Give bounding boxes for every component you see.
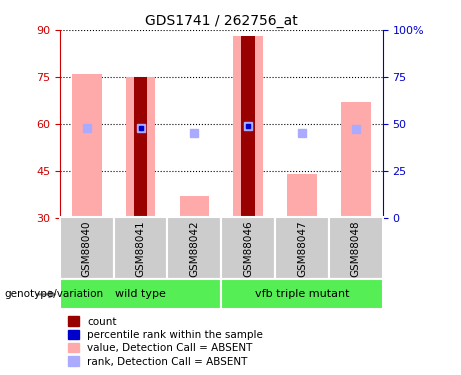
Bar: [287, 174, 317, 217]
Text: wild type: wild type: [115, 290, 166, 299]
Title: GDS1741 / 262756_at: GDS1741 / 262756_at: [145, 13, 298, 28]
Bar: [60, 279, 221, 309]
Text: genotype/variation: genotype/variation: [5, 290, 104, 299]
Bar: [329, 217, 383, 279]
Bar: [221, 217, 275, 279]
Bar: [114, 217, 167, 279]
Bar: [72, 74, 101, 217]
Bar: [167, 217, 221, 279]
Bar: [242, 36, 255, 218]
Bar: [221, 279, 383, 309]
Bar: [60, 217, 114, 279]
Bar: [180, 196, 209, 217]
Bar: [275, 217, 329, 279]
Text: GSM88048: GSM88048: [351, 220, 361, 277]
Bar: [134, 77, 148, 218]
Bar: [233, 36, 263, 218]
Text: GSM88041: GSM88041: [136, 220, 146, 277]
Bar: [126, 77, 155, 218]
Text: GSM88042: GSM88042: [189, 220, 200, 277]
Text: GSM88046: GSM88046: [243, 220, 253, 277]
Text: vfb triple mutant: vfb triple mutant: [255, 290, 349, 299]
Legend: count, percentile rank within the sample, value, Detection Call = ABSENT, rank, : count, percentile rank within the sample…: [65, 313, 266, 370]
Bar: [341, 102, 371, 218]
Text: GSM88040: GSM88040: [82, 220, 92, 277]
Text: GSM88047: GSM88047: [297, 220, 307, 277]
